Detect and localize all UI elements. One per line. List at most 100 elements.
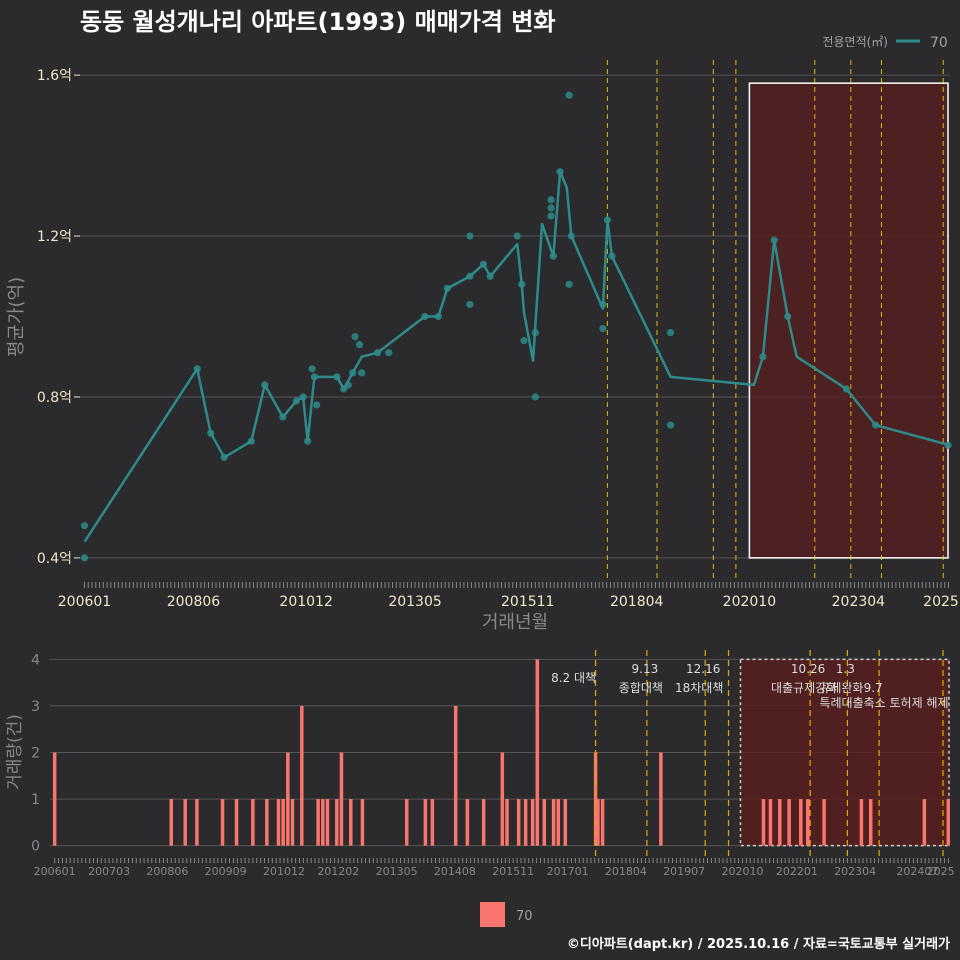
price-x-tick-label: 2025	[923, 594, 959, 610]
price-data-point	[608, 252, 616, 260]
price-x-tick-label: 201012	[279, 594, 332, 610]
price-data-point	[261, 381, 269, 389]
volume-bar	[169, 799, 173, 846]
price-data-point	[80, 522, 89, 530]
price-x-tick-label: 202304	[832, 594, 886, 610]
price-data-point	[466, 300, 474, 309]
volume-bar	[423, 799, 428, 846]
price-data-point	[486, 272, 494, 280]
price-data-point	[207, 429, 215, 437]
price-data-point	[531, 393, 539, 401]
volume-bar	[787, 799, 791, 846]
price-y-tick-label: 1.2억	[37, 229, 72, 245]
volume-bar	[505, 799, 509, 846]
volume-x-tick-label: 201012	[263, 865, 305, 878]
volume-bar	[281, 799, 285, 846]
policy-label-date: 9.13	[632, 662, 659, 676]
volume-y-tick-label: 3	[31, 699, 40, 715]
volume-x-tick-label: 201804	[605, 865, 647, 878]
volume-bar	[551, 799, 556, 846]
volume-bar	[822, 799, 826, 846]
volume-bar	[530, 799, 535, 846]
volume-bar	[404, 799, 409, 846]
volume-chart: 8.2 대책 9.13 종합대책 12.16 18차대책 10.26 대출규제강화 1.3 규제…	[5, 650, 955, 927]
volume-bar	[276, 799, 281, 846]
price-chart: 동동 월성개나리 아파트(1993) 매매가격 변화 전용면적(㎡) 70 0.…	[6, 8, 959, 633]
price-x-tick-label: 200601	[58, 594, 111, 610]
policy-label-name: 규제완화	[819, 681, 863, 695]
policy-label-name: 18차대책	[675, 680, 723, 695]
volume-x-tick-label: 202201	[776, 865, 818, 878]
volume-bar	[481, 799, 486, 846]
x-axis-title: 거래년월	[482, 612, 548, 633]
volume-bar	[316, 799, 320, 846]
volume-bar	[563, 799, 568, 846]
chart-title: 동동 월성개나리 아파트(1993) 매매가격 변화	[80, 8, 555, 36]
volume-bar	[768, 799, 773, 846]
volume-bar	[339, 752, 344, 846]
volume-x-tick-label: 202010	[721, 865, 763, 878]
price-data-point	[193, 365, 201, 373]
price-data-point	[313, 401, 321, 409]
price-data-point	[479, 260, 488, 268]
policy-label-name: 종합대책	[619, 680, 663, 695]
price-data-point	[784, 312, 792, 321]
volume-bar	[183, 799, 187, 846]
volume-bar	[868, 799, 873, 846]
volume-x-tick-label: 201511	[492, 865, 534, 878]
volume-bar	[220, 799, 225, 846]
price-data-point	[308, 365, 316, 373]
price-data-point	[567, 232, 575, 240]
price-data-point	[666, 421, 675, 429]
volume-bar	[430, 799, 435, 846]
price-data-point	[355, 341, 364, 349]
policy-label-date: 1.3	[836, 662, 855, 676]
volume-bar	[778, 799, 782, 846]
price-data-point	[385, 349, 393, 357]
volume-bar	[52, 752, 57, 846]
volume-bar	[325, 799, 330, 846]
price-x-tick-label: 202010	[723, 594, 776, 610]
volume-bar	[234, 799, 239, 846]
volume-axes: 0 1 2 3 4 200601 200703 200806 200909 201012 20120…	[31, 652, 955, 878]
volume-bar	[799, 799, 803, 846]
price-data-point	[333, 373, 341, 381]
price-data-point	[279, 413, 287, 421]
price-data-point	[247, 437, 255, 445]
volume-bar	[265, 799, 269, 846]
volume-bar	[251, 799, 255, 846]
volume-x-tick-label: 201701	[547, 865, 589, 878]
volume-y-tick-label: 1	[31, 792, 40, 808]
volume-bar	[535, 659, 540, 846]
volume-bar	[300, 705, 304, 846]
price-data-point	[344, 381, 352, 389]
price-data-point	[842, 385, 850, 393]
volume-bar	[465, 799, 470, 846]
volume-x-tick-label: 201907	[663, 865, 705, 878]
price-data-point	[299, 393, 307, 401]
volume-bar	[600, 799, 605, 846]
volume-bars	[52, 659, 950, 846]
price-data-point	[666, 328, 675, 337]
price-x-tick-label: 200806	[167, 594, 221, 610]
price-data-point	[872, 421, 880, 429]
legend-label-70: 70	[930, 35, 948, 51]
volume-bar	[946, 799, 950, 846]
volume-policy-lines: 8.2 대책 9.13 종합대책 12.16 18차대책 10.26 대출규제강화 1.3 규제…	[551, 650, 949, 860]
price-highlight-box	[748, 82, 949, 559]
volume-bar	[321, 799, 325, 846]
price-data-point	[80, 554, 89, 562]
price-data-point	[547, 212, 555, 220]
price-series	[80, 91, 952, 562]
price-data-point	[349, 369, 357, 377]
price-data-point	[944, 441, 952, 449]
price-x-tick-label: 201305	[388, 594, 441, 610]
volume-bar	[516, 799, 521, 846]
price-data-point	[310, 373, 319, 381]
legend-title: 전용면적(㎡)	[822, 35, 888, 49]
price-data-point	[759, 353, 767, 361]
volume-highlight-box	[739, 658, 950, 847]
price-data-point	[556, 168, 564, 176]
volume-y-tick-label: 2	[31, 746, 40, 762]
